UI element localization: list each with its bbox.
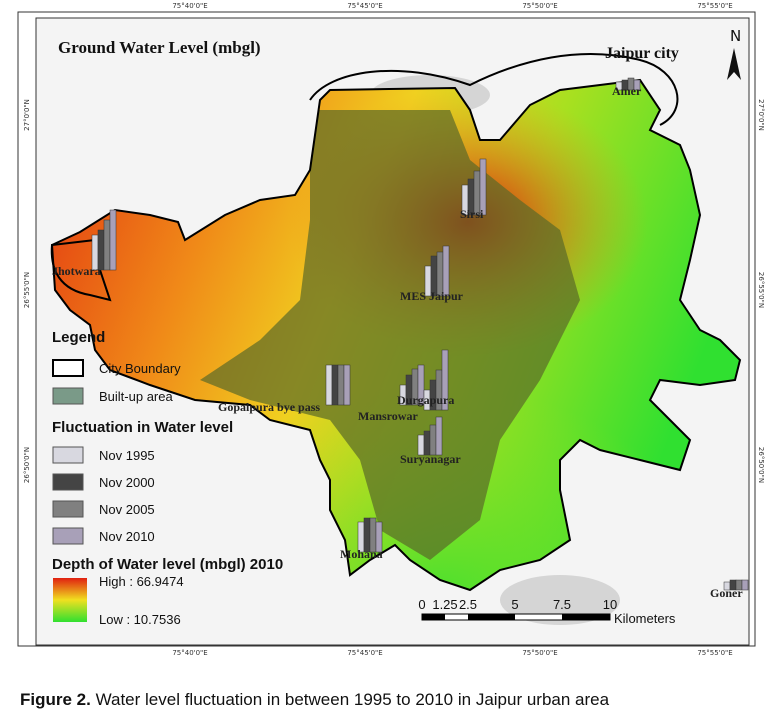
legend-item: Nov 2005	[99, 502, 155, 517]
fluctuation-bar	[325, 364, 333, 406]
city-label: Jaipur city	[605, 45, 679, 62]
bar-clusters	[91, 77, 749, 591]
legend-swatch	[52, 359, 84, 377]
place-label: MES Jaipur	[400, 289, 464, 303]
scale-label: 5	[511, 597, 518, 612]
place-label: Jhotwara	[52, 264, 101, 278]
legend-ramp	[53, 578, 87, 622]
coord-label: 27°0'0"N	[23, 99, 31, 131]
caption-text: Water level fluctuation in between 1995 …	[96, 690, 610, 709]
fluctuation-bar	[343, 364, 351, 406]
scale-unit: Kilometers	[614, 611, 676, 626]
fluctuation-bar	[331, 364, 339, 406]
fluctuation-bar	[479, 158, 487, 216]
fluctuation-bar	[375, 521, 383, 553]
legend-swatch	[52, 473, 84, 491]
legend-swatch	[52, 500, 84, 518]
fluctuation-bar	[741, 579, 749, 591]
coord-label: 75°50'0"E	[522, 2, 557, 10]
coord-label: 75°45'0"E	[347, 649, 382, 657]
legend-subtitle: Fluctuation in Water level	[52, 419, 233, 436]
legend-item: Nov 2010	[99, 529, 155, 544]
scale-label: 1.25	[432, 597, 457, 612]
coord-label: 27°0'0"N	[757, 99, 765, 131]
scale-label: 2.5	[459, 597, 477, 612]
coord-label: 75°55'0"E	[697, 2, 732, 10]
coord-label: 26°55'0"N	[757, 272, 765, 308]
fluctuation-bar	[633, 79, 641, 91]
caption: Figure 2. Water level fluctuation in bet…	[20, 690, 610, 709]
scale-bar	[421, 613, 611, 621]
place-label: Durgapura	[397, 393, 454, 407]
fluctuation-bar	[442, 245, 450, 297]
legend-high: High : 66.9474	[99, 574, 184, 589]
legend-item: City Boundary	[99, 361, 181, 376]
coord-label: 26°50'0"N	[23, 447, 31, 483]
north-label: N	[730, 27, 741, 45]
place-label: Mohana	[340, 547, 383, 561]
coord-label: 75°45'0"E	[347, 2, 382, 10]
fluctuation-bar	[417, 364, 425, 406]
place-label: Mansrowar	[358, 409, 418, 423]
fluctuation-bar	[103, 219, 111, 271]
scale-label: 0	[418, 597, 425, 612]
legend-low: Low : 10.7536	[99, 612, 181, 627]
coord-label: 26°55'0"N	[23, 272, 31, 308]
legend-title: Legend	[52, 329, 105, 346]
fluctuation-bar	[429, 424, 437, 456]
fluctuation-bar	[441, 349, 449, 411]
place-label: Amer	[612, 84, 642, 98]
city-boundary	[309, 53, 679, 126]
scale-label: 7.5	[553, 597, 571, 612]
fluctuation-bar	[435, 416, 443, 456]
legend-item: Built-up area	[99, 389, 173, 404]
place-label: Sirsi	[460, 207, 484, 221]
coord-label: 75°40'0"E	[172, 649, 207, 657]
legend-subtitle: Depth of Water level (mbgl) 2010	[52, 556, 283, 573]
coord-label: 75°50'0"E	[522, 649, 557, 657]
legend-swatch	[52, 387, 84, 405]
coord-label: 26°50'0"N	[757, 447, 765, 483]
place-label: Suryanagar	[400, 452, 461, 466]
coord-label: 75°55'0"E	[697, 649, 732, 657]
place-label: Goner	[710, 586, 743, 600]
place-label: Gopalpura bye pass	[218, 400, 320, 414]
legend-swatch	[52, 527, 84, 545]
north-arrow	[727, 48, 741, 80]
legend-item: Nov 2000	[99, 475, 155, 490]
map-title: Ground Water Level (mbgl)	[58, 38, 261, 57]
caption-label: Figure 2.	[20, 690, 91, 709]
coord-label: 75°40'0"E	[172, 2, 207, 10]
built-up-area	[200, 110, 580, 560]
fluctuation-bar	[337, 364, 345, 406]
legend-item: Nov 1995	[99, 448, 155, 463]
city-boundary	[50, 238, 112, 302]
fluctuation-bar	[109, 209, 117, 271]
legend-swatch	[52, 446, 84, 464]
scale-label: 10	[603, 597, 617, 612]
